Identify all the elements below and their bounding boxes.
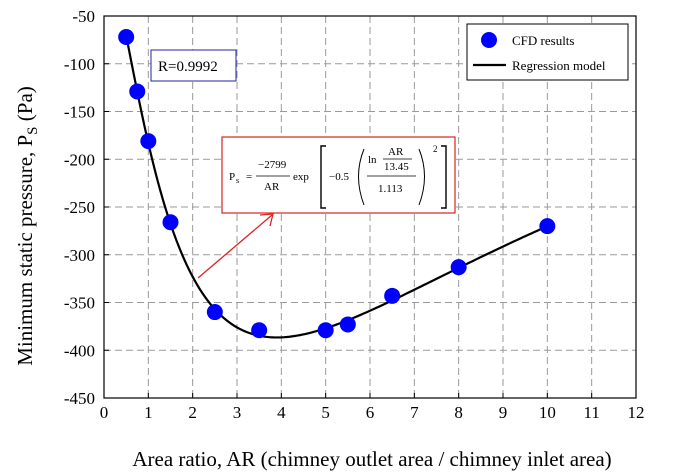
legend: CFD results Regression model <box>466 23 629 81</box>
r-annotation: R=0.9992 <box>150 49 237 82</box>
y-tick-label: -450 <box>64 389 95 408</box>
eq-lhs-sub: s <box>236 176 239 185</box>
y-axis-title-main: Minimum static pressure, P <box>13 135 37 366</box>
eq-numerator: −2799 <box>258 159 287 171</box>
cfd-point <box>206 304 223 321</box>
eq-exp: exp <box>293 171 309 183</box>
y-tick-label: -350 <box>64 294 95 313</box>
cfd-points <box>118 29 556 339</box>
y-tick-label: -150 <box>64 103 95 122</box>
y-tick-label: -100 <box>64 55 95 74</box>
equation-arrow <box>197 213 274 279</box>
eq-lhs: P <box>229 171 235 183</box>
legend-box <box>466 23 629 81</box>
x-axis-title: Area ratio, AR (chimney outlet area / ch… <box>132 447 611 471</box>
y-axis-title-sub: S <box>25 126 41 134</box>
legend-label-regression: Regression model <box>512 58 606 73</box>
x-tick-label: 3 <box>233 403 242 422</box>
y-tick-label: -250 <box>64 198 95 217</box>
eq-left-bracket <box>320 145 326 209</box>
x-tick-label: 0 <box>100 403 109 422</box>
eq-inner-numerator: AR <box>388 146 404 158</box>
equation-annotation: P s = −2799 AR exp −0.5 ln AR 13.45 1.11… <box>221 136 456 214</box>
y-tick-label: -300 <box>64 246 95 265</box>
eq-coefficient: −0.5 <box>329 171 349 183</box>
r-annotation-text: R=0.9992 <box>158 59 218 75</box>
cfd-point <box>162 214 179 231</box>
x-tick-label: 12 <box>628 403 645 422</box>
x-tick-label: 8 <box>454 403 463 422</box>
y-tick-labels: -50 -100 -150 -200 -250 -300 -350 -400 -450 <box>64 7 95 408</box>
eq-equals: = <box>246 171 252 183</box>
eq-left-paren <box>358 148 365 206</box>
equation-arrow-head <box>259 213 274 227</box>
x-tick-label: 6 <box>366 403 375 422</box>
eq-inner-denominator: 13.45 <box>384 161 409 173</box>
x-tick-label: 1 <box>144 403 153 422</box>
r-annotation-box <box>150 49 237 82</box>
equation-arrow-line <box>197 214 273 279</box>
y-tick-label: -50 <box>72 7 95 26</box>
regression-line <box>125 35 548 339</box>
cfd-point <box>317 322 334 339</box>
x-tick-label: 9 <box>499 403 508 422</box>
eq-outer-denominator: 1.113 <box>378 183 403 195</box>
x-tick-label: 11 <box>583 403 599 422</box>
y-axis-title: Minimum static pressure, PS (Pa) <box>13 86 41 366</box>
eq-right-paren <box>418 148 425 206</box>
y-tick-label: -200 <box>64 150 95 169</box>
x-tick-label: 7 <box>410 403 419 422</box>
y-axis-title-unit: (Pa) <box>13 86 37 126</box>
cfd-point <box>539 218 556 235</box>
y-tick-label: -400 <box>64 341 95 360</box>
eq-denominator: AR <box>264 181 280 193</box>
legend-marker-cfd <box>481 32 497 48</box>
cfd-point <box>450 259 467 276</box>
legend-label-cfd: CFD results <box>512 33 574 48</box>
cfd-point <box>339 316 356 333</box>
axis-ticks <box>103 15 637 399</box>
x-tick-label: 5 <box>321 403 330 422</box>
eq-right-bracket <box>441 145 447 209</box>
cfd-point <box>384 287 401 304</box>
x-tick-label: 10 <box>539 403 556 422</box>
cfd-point <box>251 322 268 339</box>
cfd-point <box>129 83 146 100</box>
cfd-point <box>118 29 135 46</box>
x-tick-labels: 0 1 2 3 4 5 6 7 8 9 10 11 12 <box>100 403 645 422</box>
x-tick-label: 2 <box>188 403 197 422</box>
eq-power: 2 <box>433 144 438 154</box>
equation-box <box>221 136 456 214</box>
cfd-point <box>140 133 157 150</box>
x-tick-label: 4 <box>277 403 286 422</box>
eq-ln: ln <box>368 154 377 166</box>
